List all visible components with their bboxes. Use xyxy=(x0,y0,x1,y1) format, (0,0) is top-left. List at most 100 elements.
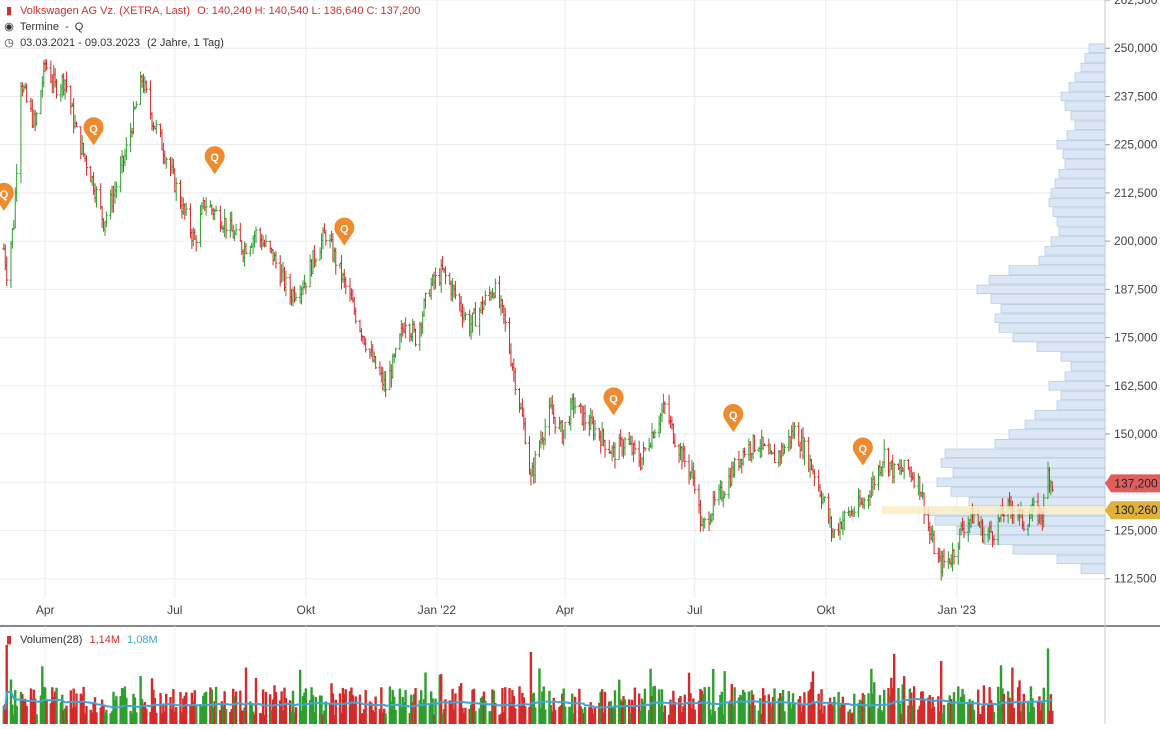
volume-bar xyxy=(622,696,625,724)
x-tick-label-6: Okt xyxy=(816,603,835,617)
volume-bar xyxy=(670,705,674,724)
volume-bar xyxy=(562,688,565,724)
period: (2 Jahre, 1 Tag) xyxy=(147,37,224,49)
volume-bar xyxy=(710,714,714,724)
volume-bar xyxy=(717,706,721,724)
events-filter: Q xyxy=(74,21,84,33)
volume-bar xyxy=(522,697,525,724)
volume-bar xyxy=(947,702,950,724)
volume-profile-bar-53 xyxy=(1056,554,1106,565)
volume-bar xyxy=(1031,698,1034,724)
volume-bar xyxy=(1028,711,1031,724)
volume-bar xyxy=(279,700,282,724)
volume-bar xyxy=(1041,701,1044,724)
volume-bar xyxy=(411,702,414,724)
volume-bar xyxy=(115,696,118,724)
volume-bar xyxy=(175,707,178,724)
x-tick-label-0: Apr xyxy=(36,603,55,617)
volume-bar xyxy=(707,686,711,724)
volume-bar xyxy=(31,698,34,724)
volume-bar xyxy=(652,686,655,724)
volume-bar xyxy=(488,711,491,724)
event-marker-label-0: Q xyxy=(0,189,9,201)
volume-bar xyxy=(502,712,506,724)
volume-bar xyxy=(344,689,347,724)
volume-profile-bar-39 xyxy=(1024,419,1106,430)
volume-bar xyxy=(797,699,800,724)
volume-bar xyxy=(391,689,394,724)
volume-bar xyxy=(212,707,215,724)
volume-bar xyxy=(310,687,313,724)
volume-bar xyxy=(2,705,6,724)
volume-bar xyxy=(991,702,994,724)
volume-bar xyxy=(642,702,645,724)
volume-bar xyxy=(382,708,386,724)
volume-bar xyxy=(563,706,567,724)
volume-bar xyxy=(1038,696,1041,724)
volume-bar xyxy=(381,712,384,724)
volume-bar xyxy=(720,691,724,724)
volume-bar xyxy=(880,710,883,724)
volume-bar xyxy=(612,707,615,724)
volume-bar xyxy=(1046,648,1050,724)
volume-bar xyxy=(653,685,657,724)
volume-bar xyxy=(301,696,305,724)
volume-bar xyxy=(749,704,752,724)
volume-bar xyxy=(552,697,555,724)
x-tick-label-3: Jan '22 xyxy=(418,603,457,617)
volume-bar xyxy=(969,702,973,724)
event-marker-label-6: Q xyxy=(859,443,868,455)
volume-bar xyxy=(592,713,595,724)
volume-bar xyxy=(957,686,960,724)
volume-bar xyxy=(813,703,816,724)
volume-bar xyxy=(697,700,701,724)
volume-bar xyxy=(22,700,25,724)
bar-chart-icon: ▮ xyxy=(5,5,13,17)
volume-bar xyxy=(581,708,584,724)
volume-profile-bar-31 xyxy=(1036,342,1106,352)
volume-bar xyxy=(241,710,245,724)
volume-bar xyxy=(521,692,524,724)
volume-bar xyxy=(628,699,631,724)
volume-bar xyxy=(1002,693,1006,724)
events-row[interactable]: ◉ Termine - Q xyxy=(4,21,84,33)
volume-bar xyxy=(129,710,132,724)
volume-bar xyxy=(451,688,454,724)
volume-bar xyxy=(102,705,105,724)
volume-bar xyxy=(328,703,332,724)
volume-bar xyxy=(421,703,424,724)
volume-bar xyxy=(204,691,208,724)
volume-bar xyxy=(499,713,503,724)
volume-bar xyxy=(153,697,157,724)
volume-bar xyxy=(85,706,88,724)
volume-bar xyxy=(155,712,158,724)
volume-bar xyxy=(958,701,961,724)
volume-bar xyxy=(981,706,984,724)
volume-bar xyxy=(743,692,746,724)
volume-bar xyxy=(119,696,122,724)
volume-profile-bar-52 xyxy=(1012,545,1106,555)
volume-title: Volumen(28) xyxy=(20,634,83,646)
volume-bar xyxy=(202,695,205,724)
volume-bar xyxy=(709,709,712,724)
volume-profile-bar-45 xyxy=(936,477,1106,487)
volume-bar xyxy=(169,696,172,724)
volume-bar xyxy=(729,700,732,724)
volume-profile-bar-35 xyxy=(1048,381,1106,391)
volume-profile-bar-32 xyxy=(1060,352,1106,362)
volume-bar xyxy=(1032,707,1035,724)
volume-average-line xyxy=(3,690,1053,711)
event-marker-4 xyxy=(603,387,624,416)
volume-bar xyxy=(609,701,612,724)
volume-bar xyxy=(539,707,543,724)
volume-bar xyxy=(251,711,255,724)
volume-bar xyxy=(65,705,68,724)
volume-bar xyxy=(380,687,383,724)
volume-bar xyxy=(723,671,726,724)
volume-bar xyxy=(474,710,477,724)
volume-bar xyxy=(182,698,185,724)
volume-bar xyxy=(410,694,413,724)
volume-bar xyxy=(683,694,686,724)
range-row[interactable]: ◷ 03.03.2021 - 09.03.2023 (2 Jahre, 1 Ta… xyxy=(4,36,224,49)
volume-bar xyxy=(82,686,85,724)
